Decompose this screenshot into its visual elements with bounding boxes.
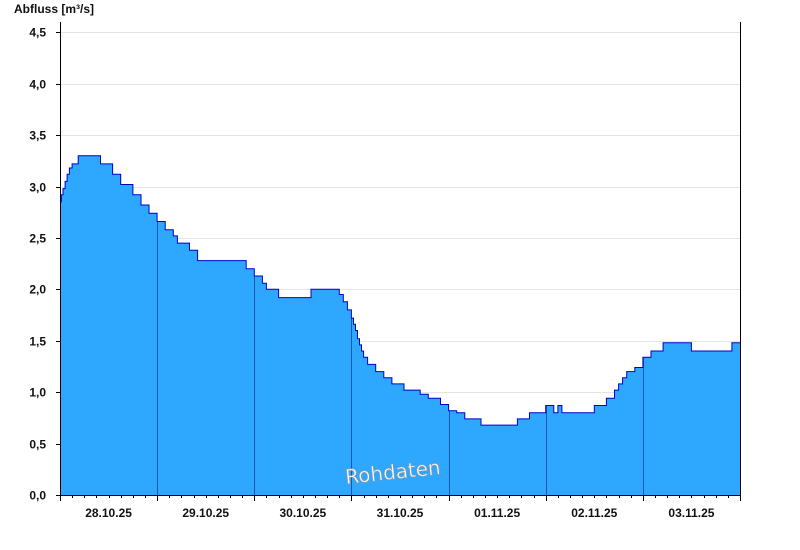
y-tick-label: 3,0 <box>29 181 46 195</box>
y-tick-label: 1,5 <box>29 335 46 349</box>
y-tick-label: 0,0 <box>29 489 46 503</box>
y-axis-label: Abfluss [m³/s] <box>14 2 94 16</box>
y-tick-label: 2,5 <box>29 232 46 246</box>
x-tick-label: 02.11.25 <box>571 506 617 520</box>
x-tick-label: 28.10.25 <box>85 506 132 520</box>
x-tick-label: 03.11.25 <box>668 506 714 520</box>
x-axis-ticks: 28.10.25 29.10.25 30.10.25 31.10.25 01.11.25… <box>60 495 741 520</box>
discharge-line <box>60 155 740 426</box>
y-tick-label: 1,0 <box>29 386 46 400</box>
discharge-area <box>60 155 740 495</box>
y-tick-label: 4,5 <box>29 26 46 40</box>
y-tick-label: 3,5 <box>29 129 46 143</box>
y-axis-ticks: 0,0 0,5 1,0 1,5 2,0 2,5 3,0 3,5 4,0 4,5 <box>29 26 60 503</box>
y-tick-label: 0,5 <box>29 438 46 452</box>
x-tick-label: 01.11.25 <box>474 506 520 520</box>
y-tick-label: 2,0 <box>29 283 46 297</box>
plot-area <box>60 155 740 495</box>
x-tick-label: 31.10.25 <box>377 506 424 520</box>
x-tick-label: 30.10.25 <box>279 506 326 520</box>
x-tick-label: 29.10.25 <box>182 506 229 520</box>
y-tick-label: 4,0 <box>29 78 46 92</box>
